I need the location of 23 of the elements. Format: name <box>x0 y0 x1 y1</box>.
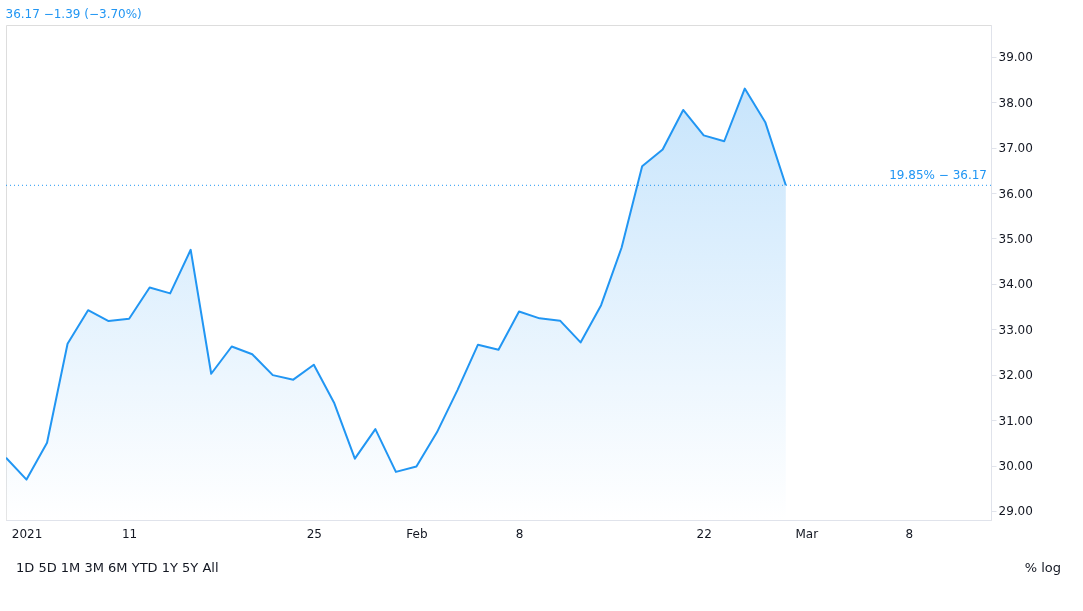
y-tick-label: 33.00 <box>998 322 1033 337</box>
x-tick-label: Mar <box>795 526 819 541</box>
y-tick-label: 31.00 <box>998 413 1033 428</box>
chart-title: 36.17 −1.39 (−3.70%) <box>5 7 142 21</box>
y-tick-label: 39.00 <box>998 50 1033 65</box>
x-tick-label: 8 <box>905 526 914 541</box>
x-tick-label: 2021 <box>11 526 43 541</box>
y-tick-label: 37.00 <box>998 141 1033 156</box>
x-tick-label: 22 <box>696 526 712 541</box>
y-tick-label: 35.00 <box>998 231 1033 246</box>
y-tick-label: 34.00 <box>998 277 1033 292</box>
y-tick-label: 38.00 <box>998 95 1033 110</box>
text: % log <box>1024 560 1061 575</box>
y-tick-label: 29.00 <box>998 504 1033 519</box>
y-tick-label: 32.00 <box>998 368 1033 383</box>
x-tick-label: 11 <box>121 526 138 541</box>
y-tick-label: 30.00 <box>998 459 1033 473</box>
x-tick-label: Feb <box>406 526 428 541</box>
x-tick-label: 8 <box>515 526 524 541</box>
text: 1D 5D 1M 3M 6M YTD 1Y 5Y All <box>16 560 219 575</box>
ref-line-label: 19.85% − 36.17 <box>889 168 987 183</box>
x-tick-label: 25 <box>306 526 322 541</box>
y-tick-label: 36.00 <box>998 186 1033 201</box>
